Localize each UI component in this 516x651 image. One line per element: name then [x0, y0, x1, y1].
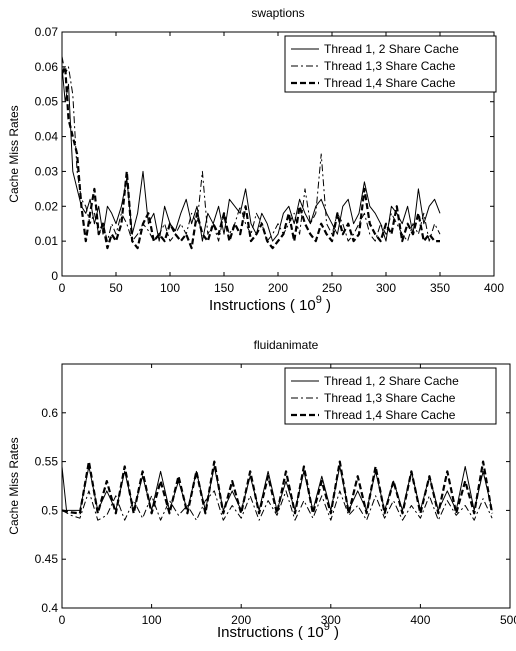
- y-tick-label: 0.06: [35, 60, 59, 74]
- series-line-3: [62, 460, 494, 515]
- chart-0: swaptions 0 50 100 150 200 250 300 350 400 0 0.01 0.…: [7, 6, 504, 314]
- legend-label: Thread 1,3 Share Cache: [324, 391, 456, 405]
- y-tick-label: 0.04: [35, 130, 59, 144]
- y-tick-label: 0.5: [41, 503, 58, 517]
- y-tick-label: 0.45: [35, 552, 59, 566]
- legend: Thread 1, 2 Share Cache Thread 1,3 Share …: [284, 35, 497, 93]
- x-tick-label: 100: [142, 613, 162, 627]
- y-tick-label: 0.55: [35, 455, 59, 469]
- x-tick-label: 350: [430, 281, 450, 295]
- x-tick-label: 100: [160, 281, 180, 295]
- x-tick-label: 400: [410, 613, 430, 627]
- plot-frame: [61, 363, 511, 609]
- x-tick-label: 250: [322, 281, 342, 295]
- y-tick-label: 0.03: [35, 164, 59, 178]
- legend-label: Thread 1, 2 Share Cache: [324, 374, 459, 388]
- x-tick-label: 0: [59, 613, 66, 627]
- legend-box: [284, 367, 497, 425]
- y-tick-label: 0.07: [35, 25, 59, 39]
- x-tick-label: 300: [321, 613, 341, 627]
- y-axis-label: Cache Miss Rates: [7, 437, 21, 534]
- x-tick-label: 0: [59, 281, 66, 295]
- x-tick-label: 500: [500, 613, 516, 627]
- chart-title: swaptions: [251, 6, 304, 20]
- series-line-2: [62, 490, 493, 521]
- y-tick-label: 0: [51, 269, 58, 283]
- chart-1: fluidanimate 0 100 200 300 400 500 0.4 0.45 0.5 0.…: [7, 338, 516, 641]
- y-tick-label: 0.4: [41, 601, 58, 615]
- legend-label: Thread 1,3 Share Cache: [324, 59, 456, 73]
- x-tick-label: 50: [109, 281, 123, 295]
- legend: Thread 1, 2 Share Cache Thread 1,3 Share …: [284, 367, 497, 425]
- x-axis-label: Instructions ( 109 ): [209, 294, 331, 314]
- legend-label: Thread 1,4 Share Cache: [324, 408, 456, 422]
- legend-label: Thread 1, 2 Share Cache: [324, 42, 459, 56]
- y-axis-label: Cache Miss Rates: [7, 105, 21, 202]
- x-tick-label: 200: [231, 613, 251, 627]
- y-tick-label: 0.01: [35, 234, 59, 248]
- y-tick-label: 0.6: [41, 406, 58, 420]
- y-tick-label: 0.05: [35, 95, 59, 109]
- series-line-1: [62, 66, 441, 242]
- series-line-3: [62, 65, 440, 250]
- chart-title: fluidanimate: [254, 338, 319, 352]
- x-tick-label: 150: [214, 281, 234, 295]
- legend-box: [284, 35, 497, 93]
- x-axis-label: Instructions ( 109 ): [217, 621, 339, 641]
- y-tick-label: 0.02: [35, 199, 59, 213]
- x-tick-label: 400: [484, 281, 504, 295]
- legend-label: Thread 1,4 Share Cache: [324, 76, 456, 90]
- x-tick-label: 200: [268, 281, 288, 295]
- x-tick-label: 300: [376, 281, 396, 295]
